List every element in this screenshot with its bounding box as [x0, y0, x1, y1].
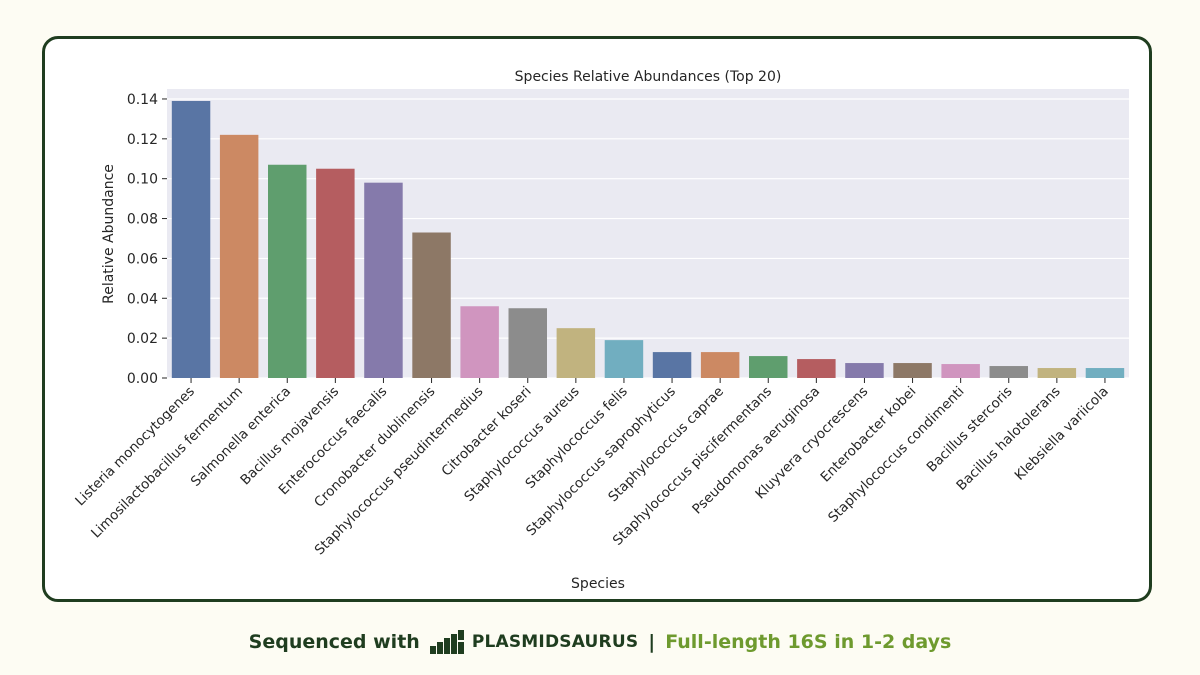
- y-tick-label: 0.08: [127, 212, 158, 228]
- bar-chart: 0.000.020.040.060.080.100.120.14 Listeri…: [72, 69, 1129, 592]
- bar: [941, 364, 980, 378]
- bar: [460, 306, 499, 378]
- x-tick-label: Klebsiella variicola: [1012, 384, 1112, 484]
- bar: [364, 182, 403, 378]
- bar: [797, 359, 836, 378]
- bar: [268, 164, 307, 378]
- bar: [749, 356, 788, 378]
- bar: [652, 352, 692, 378]
- y-tick-label: 0.12: [127, 132, 158, 148]
- sequenced-with-text: Sequenced with: [248, 631, 420, 653]
- bar: [845, 363, 884, 378]
- bar: [412, 232, 451, 378]
- bar: [508, 308, 547, 378]
- chart-title: Species Relative Abundances (Top 20): [515, 69, 782, 85]
- plasmidsaurus-logo: PLASMIDSAURUS: [429, 630, 639, 654]
- x-tick-label: Bacillus stercoris: [924, 384, 1016, 476]
- bar: [893, 363, 932, 378]
- plot-area: [167, 89, 1129, 378]
- y-tick-label: 0.14: [127, 92, 158, 108]
- y-tick-label: 0.10: [127, 172, 158, 188]
- bar: [1037, 368, 1077, 378]
- x-tick-label: Citrobacter koseri: [438, 384, 534, 480]
- bar: [989, 366, 1028, 378]
- x-axis-label: Species: [571, 576, 625, 592]
- bar: [171, 100, 211, 378]
- footer: Sequenced with PLASMIDSAURUS | Full-leng…: [0, 622, 1200, 662]
- y-tick-label: 0.00: [127, 371, 158, 387]
- x-tick-label: Staphylococcus pseudintermedius: [312, 384, 487, 559]
- y-axis-label: Relative Abundance: [101, 164, 117, 304]
- footer-tagline: Full-length 16S in 1-2 days: [665, 631, 952, 653]
- bar: [604, 340, 644, 378]
- y-tick-label: 0.06: [127, 251, 158, 267]
- y-tick-label: 0.04: [127, 291, 158, 307]
- bar: [219, 134, 259, 378]
- bar: [700, 352, 740, 378]
- bar: [1085, 368, 1125, 378]
- bar: [316, 168, 355, 378]
- stairs-logo-icon: [429, 630, 464, 654]
- brand-name: PLASMIDSAURUS: [471, 632, 639, 652]
- chart-card: 0.00 0.02 0.04 0.06 0.08 0.10 0.12 0.14 Listeri…: [42, 36, 1152, 602]
- y-tick-label: 0.02: [127, 331, 158, 347]
- footer-separator: |: [648, 631, 656, 653]
- bar: [556, 328, 596, 378]
